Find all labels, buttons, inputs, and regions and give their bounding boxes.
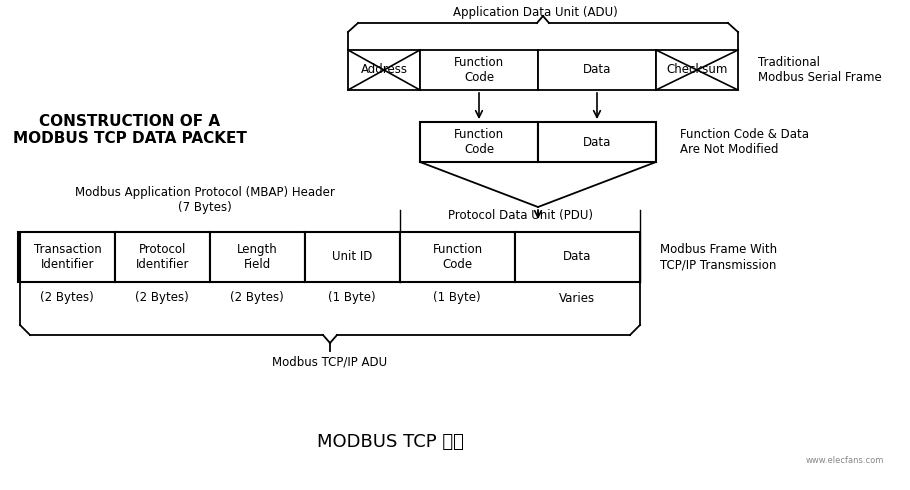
Text: CONSTRUCTION OF A
MODBUS TCP DATA PACKET: CONSTRUCTION OF A MODBUS TCP DATA PACKET	[13, 114, 247, 146]
Bar	[538, 50, 656, 90]
Text: Application Data Unit (ADU): Application Data Unit (ADU)	[452, 6, 617, 20]
Text: Checksum: Checksum	[666, 64, 728, 76]
Text: Protocol
Identifier: Protocol Identifier	[136, 243, 189, 271]
Text: Modbus Application Protocol (MBAP) Header
(7 Bytes): Modbus Application Protocol (MBAP) Heade…	[75, 186, 335, 214]
Text: Varies: Varies	[559, 292, 595, 304]
Text: (2 Bytes): (2 Bytes)	[40, 292, 94, 304]
Bar	[420, 122, 538, 162]
Bar	[538, 122, 656, 162]
Text: Function
Code: Function Code	[454, 128, 504, 156]
Text: Data: Data	[582, 136, 612, 148]
Text: Function
Code: Function Code	[432, 243, 482, 271]
Bar	[515, 232, 640, 282]
Text: Transaction
Identifier: Transaction Identifier	[34, 243, 101, 271]
Text: Modbus TCP/IP ADU: Modbus TCP/IP ADU	[272, 356, 388, 368]
Text: MODBUS TCP 报文: MODBUS TCP 报文	[317, 433, 463, 451]
Text: (1 Byte): (1 Byte)	[433, 292, 480, 304]
Bar	[115, 232, 210, 282]
Text: Protocol Data Unit (PDU): Protocol Data Unit (PDU)	[448, 210, 592, 222]
Bar	[400, 232, 515, 282]
Text: Unit ID: Unit ID	[332, 250, 373, 264]
Text: (2 Bytes): (2 Bytes)	[230, 292, 284, 304]
Bar	[348, 50, 420, 90]
Text: Data: Data	[582, 64, 612, 76]
Text: Length
Field: Length Field	[238, 243, 278, 271]
Text: Data: Data	[563, 250, 592, 264]
Text: Modbus Frame With
TCP/IP Transmission: Modbus Frame With TCP/IP Transmission	[660, 243, 777, 271]
Bar	[20, 232, 115, 282]
Bar	[210, 232, 305, 282]
Text: (2 Bytes): (2 Bytes)	[135, 292, 189, 304]
Text: Function
Code: Function Code	[454, 56, 504, 84]
Text: Traditional
Modbus Serial Frame: Traditional Modbus Serial Frame	[758, 56, 882, 84]
Text: (1 Byte): (1 Byte)	[329, 292, 376, 304]
Text: Function Code & Data
Are Not Modified: Function Code & Data Are Not Modified	[680, 128, 809, 156]
Text: www.elecfans.com: www.elecfans.com	[806, 456, 885, 465]
Text: Address: Address	[360, 64, 408, 76]
Bar	[656, 50, 738, 90]
Bar	[420, 50, 538, 90]
Bar	[305, 232, 400, 282]
